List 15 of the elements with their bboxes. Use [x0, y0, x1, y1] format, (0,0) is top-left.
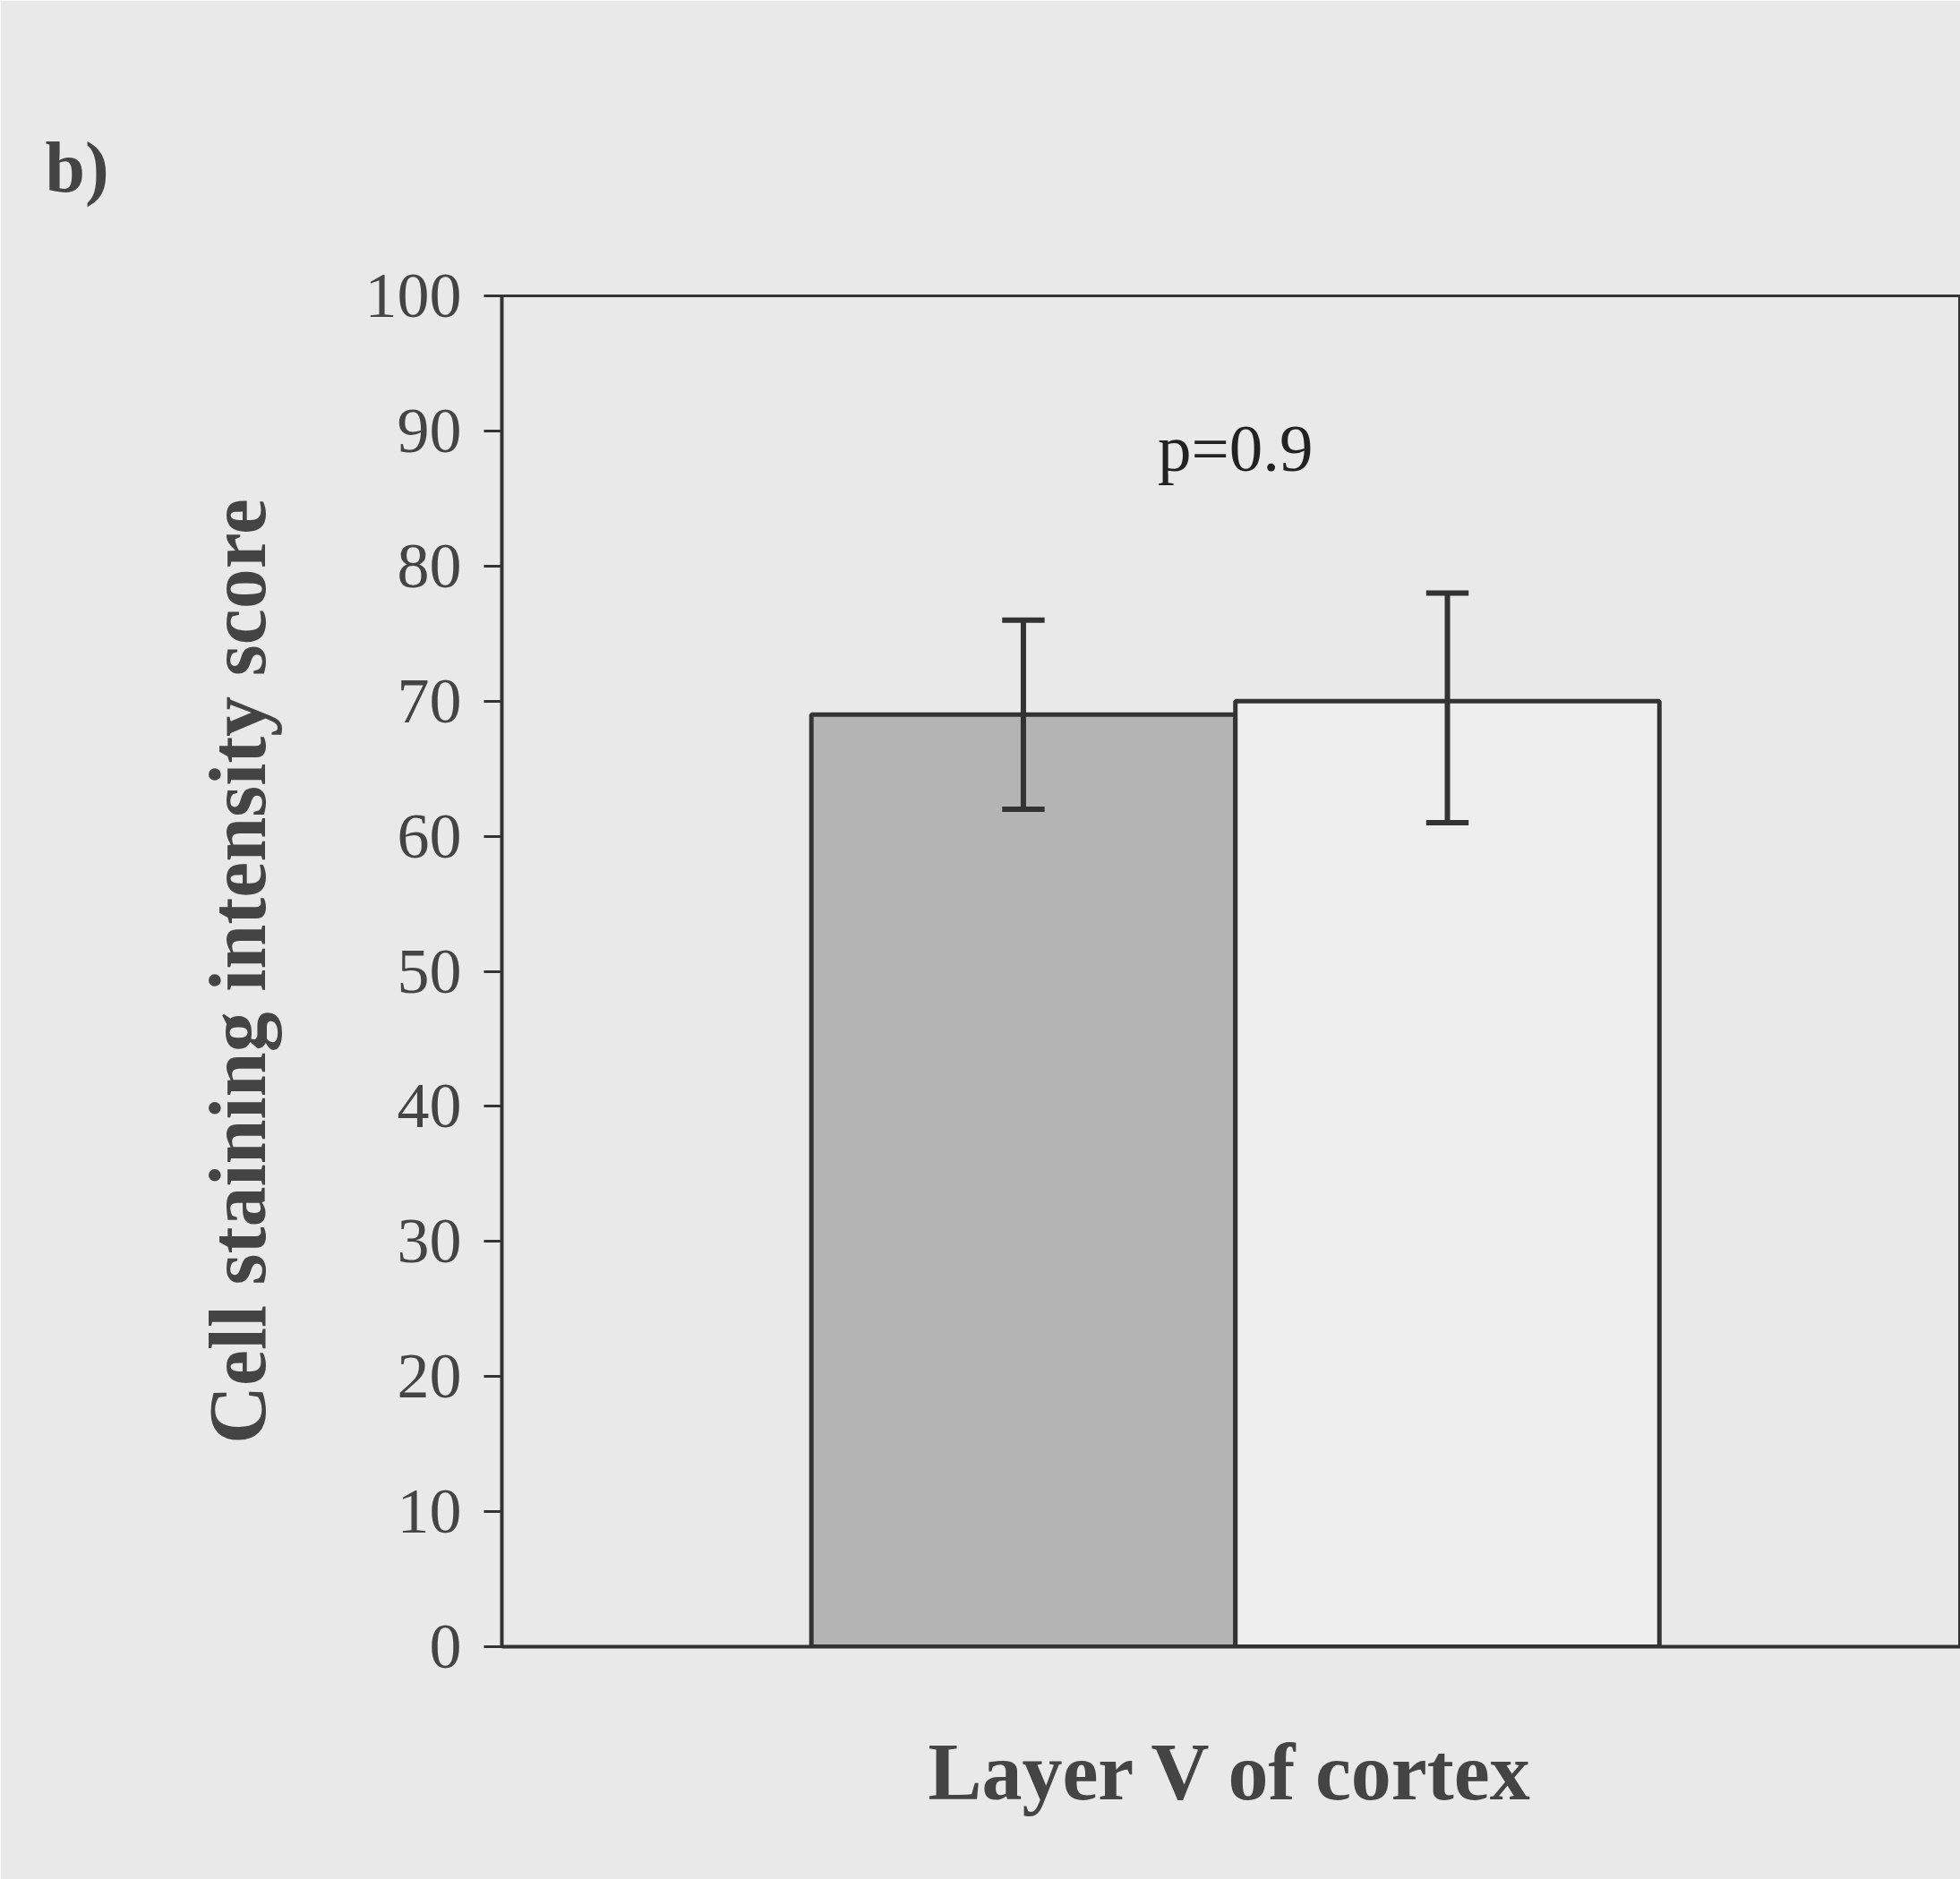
y-tick-label: 0 [429, 1610, 462, 1682]
y-tick-label: 60 [397, 799, 462, 872]
y-tick-label: 80 [397, 529, 462, 602]
chart-title: b) [45, 127, 109, 208]
y-tick-label: 50 [397, 935, 462, 1007]
y-axis-title: Cell staining intensity score [193, 499, 282, 1444]
annotation: p=0.9 [1157, 410, 1314, 485]
y-tick-label: 100 [364, 260, 462, 331]
y-tick-label: 70 [397, 664, 462, 737]
y-tick-label: 40 [397, 1070, 462, 1142]
y-tick-label: 10 [397, 1475, 462, 1548]
y-tick-label: 20 [397, 1340, 462, 1413]
y-tick-label: 90 [397, 394, 462, 466]
x-axis-title: Layer V of cortex [928, 1727, 1530, 1816]
y-tick-label: 30 [397, 1205, 462, 1277]
